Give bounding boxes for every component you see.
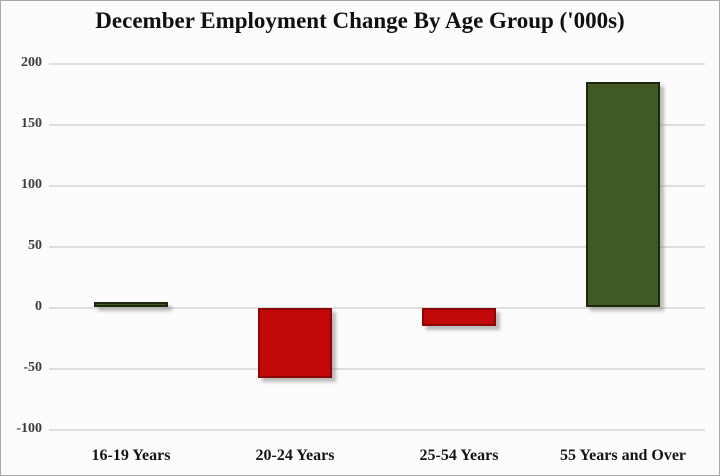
gridline xyxy=(49,307,705,309)
y-tick-label: 100 xyxy=(21,176,42,192)
y-tick-label: 200 xyxy=(21,54,42,70)
plot-area xyxy=(49,46,705,454)
gridline xyxy=(49,368,705,371)
chart-bar xyxy=(422,308,496,327)
chart-bar xyxy=(586,82,660,307)
x-tick-label: 55 Years and Over xyxy=(559,447,687,464)
x-tick-label: 25-54 Years xyxy=(419,447,499,464)
y-axis: 200 150 100 50 0 -50 -100 xyxy=(1,46,45,454)
y-tick-label: -100 xyxy=(16,421,42,437)
chart-bar xyxy=(258,308,332,378)
y-tick-label: 50 xyxy=(28,237,42,253)
chart-bar xyxy=(94,302,168,307)
y-tick-label: 150 xyxy=(21,115,42,131)
x-tick-label: 20-24 Years xyxy=(255,447,335,464)
y-tick-label: -50 xyxy=(23,360,42,376)
gridline xyxy=(49,245,705,248)
x-tick-label: 16-19 Years xyxy=(91,447,171,464)
gridline xyxy=(49,429,705,432)
chart-title: December Employment Change By Age Group … xyxy=(95,8,625,33)
x-axis: 16-19 Years 20-24 Years 25-54 Years 55 Year… xyxy=(49,447,705,473)
gridline xyxy=(49,123,705,126)
gridline xyxy=(49,62,705,65)
gridline xyxy=(49,184,705,187)
y-tick-label: 0 xyxy=(35,299,42,314)
